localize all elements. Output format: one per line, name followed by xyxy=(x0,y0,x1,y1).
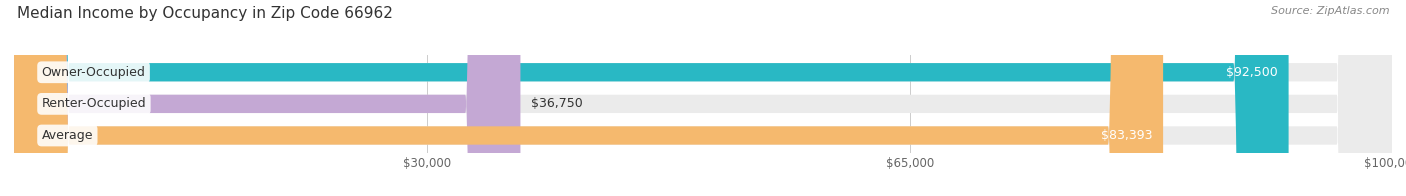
Text: $92,500: $92,500 xyxy=(1226,66,1278,79)
FancyBboxPatch shape xyxy=(14,0,1163,196)
Text: Owner-Occupied: Owner-Occupied xyxy=(42,66,145,79)
Text: $36,750: $36,750 xyxy=(531,97,583,110)
Text: Source: ZipAtlas.com: Source: ZipAtlas.com xyxy=(1271,6,1389,16)
Text: Renter-Occupied: Renter-Occupied xyxy=(42,97,146,110)
FancyBboxPatch shape xyxy=(14,0,1392,196)
Text: Average: Average xyxy=(42,129,93,142)
FancyBboxPatch shape xyxy=(14,0,1392,196)
FancyBboxPatch shape xyxy=(14,0,520,196)
FancyBboxPatch shape xyxy=(14,0,1289,196)
Text: $83,393: $83,393 xyxy=(1101,129,1152,142)
FancyBboxPatch shape xyxy=(14,0,1392,196)
Text: Median Income by Occupancy in Zip Code 66962: Median Income by Occupancy in Zip Code 6… xyxy=(17,6,392,21)
